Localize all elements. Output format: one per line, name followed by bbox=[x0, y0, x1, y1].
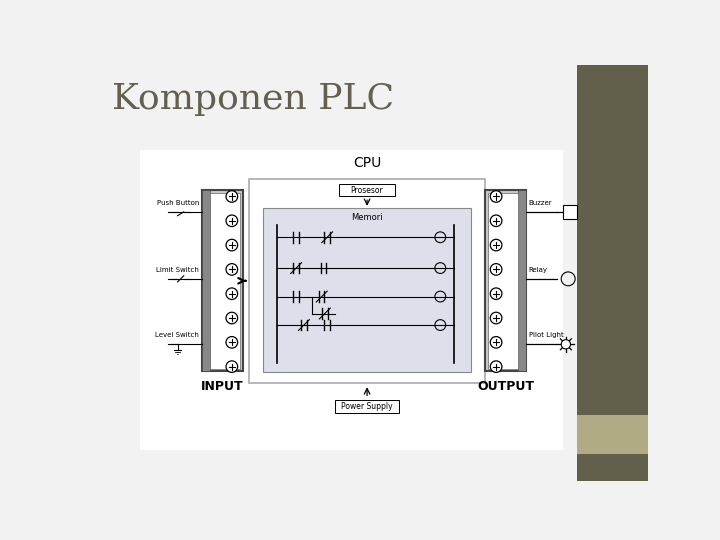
Bar bbox=[202, 190, 210, 372]
Circle shape bbox=[561, 340, 570, 349]
Bar bbox=[518, 190, 526, 372]
Text: Komponen PLC: Komponen PLC bbox=[112, 82, 394, 116]
Bar bbox=[577, 454, 648, 481]
Bar bbox=[487, 193, 518, 369]
Circle shape bbox=[490, 336, 502, 348]
Circle shape bbox=[226, 191, 238, 202]
Bar bbox=[577, 65, 648, 415]
Text: INPUT: INPUT bbox=[201, 381, 244, 394]
Text: OUTPUT: OUTPUT bbox=[477, 381, 534, 394]
Text: Memori: Memori bbox=[351, 213, 383, 222]
Bar bbox=[485, 190, 526, 372]
Circle shape bbox=[490, 239, 502, 251]
Circle shape bbox=[490, 191, 502, 202]
Bar bbox=[336, 400, 399, 413]
Circle shape bbox=[226, 288, 238, 300]
Circle shape bbox=[226, 264, 238, 275]
Text: Limit Switch: Limit Switch bbox=[156, 267, 199, 273]
Bar bbox=[577, 415, 648, 454]
Text: Pilot Light: Pilot Light bbox=[528, 332, 564, 338]
Text: CPU: CPU bbox=[353, 156, 381, 170]
Circle shape bbox=[226, 239, 238, 251]
Circle shape bbox=[490, 312, 502, 324]
Bar bbox=[563, 205, 577, 219]
Circle shape bbox=[226, 312, 238, 324]
Text: Level Switch: Level Switch bbox=[156, 332, 199, 338]
Text: Push Button: Push Button bbox=[157, 200, 199, 206]
Circle shape bbox=[490, 361, 502, 373]
Text: Relay: Relay bbox=[528, 267, 548, 273]
Circle shape bbox=[226, 336, 238, 348]
Bar bbox=[339, 184, 395, 197]
Text: Buzzer: Buzzer bbox=[528, 200, 552, 206]
Circle shape bbox=[226, 215, 238, 227]
Bar bbox=[140, 150, 563, 450]
Circle shape bbox=[490, 264, 502, 275]
Bar bbox=[249, 179, 485, 383]
Circle shape bbox=[490, 215, 502, 227]
Text: Power Supply: Power Supply bbox=[341, 402, 393, 411]
Text: Prosesor: Prosesor bbox=[351, 186, 384, 195]
Bar bbox=[263, 208, 472, 372]
Bar bbox=[210, 193, 240, 369]
Circle shape bbox=[226, 361, 238, 373]
Circle shape bbox=[490, 288, 502, 300]
Bar bbox=[202, 190, 243, 372]
